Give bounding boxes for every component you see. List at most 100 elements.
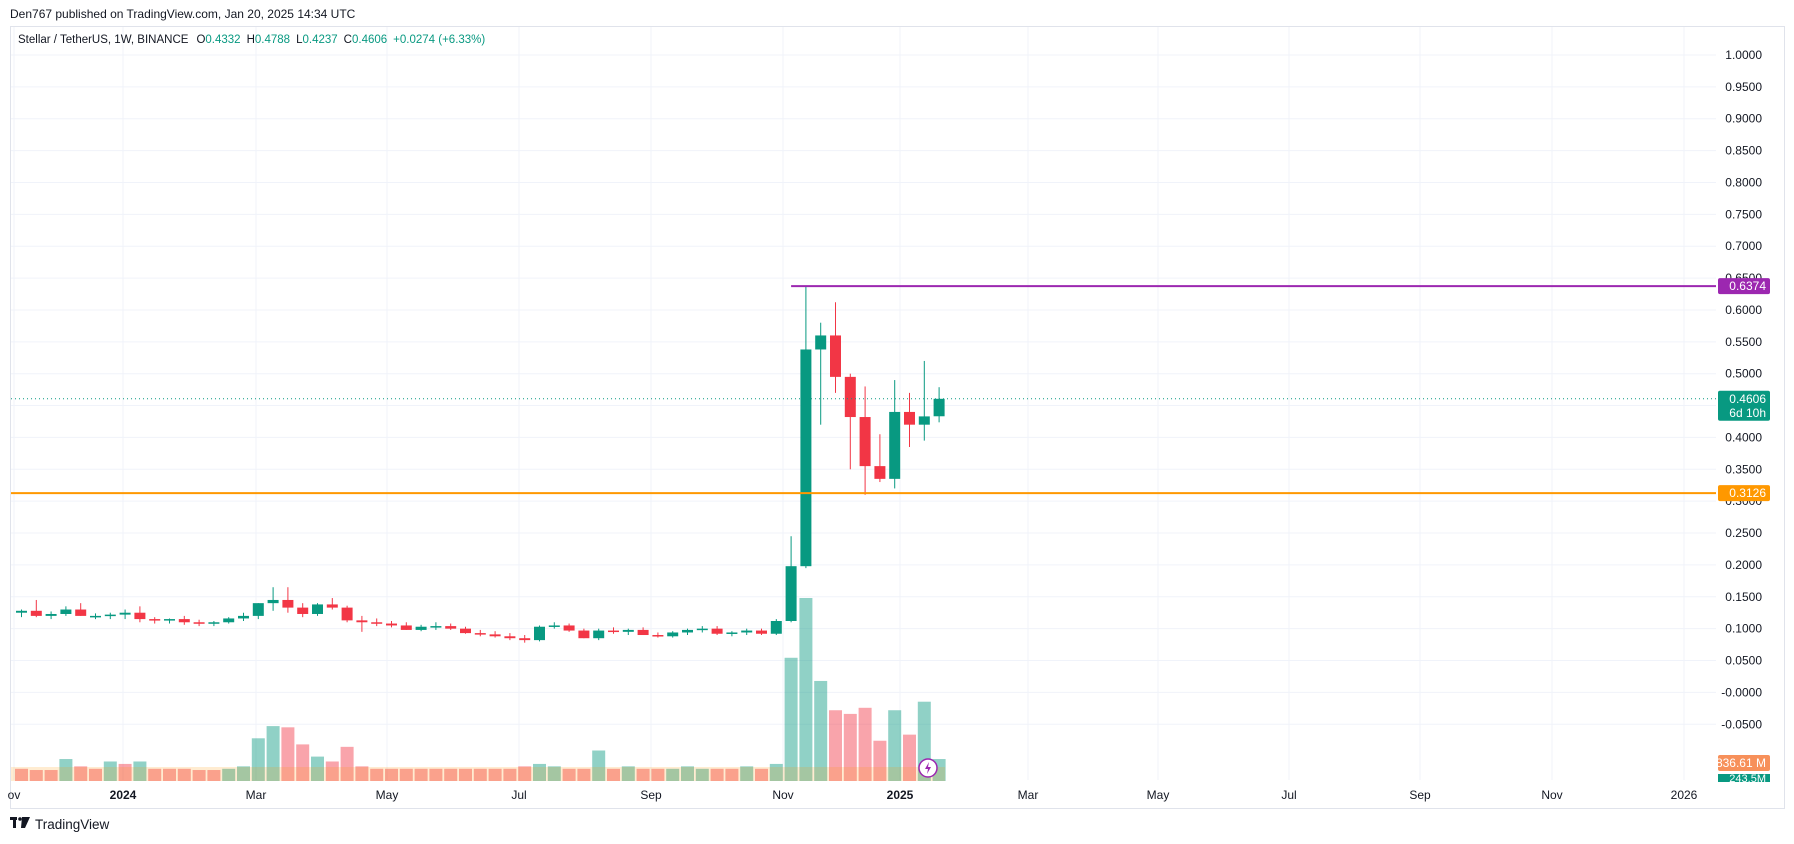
volume-bar — [266, 726, 280, 781]
price-tick-label: 0.1000 — [1725, 622, 1762, 636]
price-tick-label: 0.8500 — [1725, 144, 1762, 158]
volume-bar — [29, 770, 43, 781]
volume-bar — [858, 707, 872, 781]
candle-body — [267, 599, 279, 604]
levels — [11, 285, 1716, 495]
volume-bar — [251, 738, 265, 781]
volume-bar — [207, 770, 221, 781]
candle-body — [326, 604, 338, 608]
time-tick-label: Mar — [1018, 788, 1039, 802]
time-tick-label: Sep — [640, 788, 662, 802]
price-tick-label: 0.0500 — [1725, 654, 1762, 668]
volume-bar — [710, 768, 724, 781]
candle-body — [178, 619, 190, 623]
candle-body — [844, 376, 856, 418]
volume-bar — [533, 763, 546, 781]
high-value: 0.4788 — [254, 34, 291, 46]
candle-body — [785, 566, 797, 621]
volume-ma-area — [11, 767, 946, 781]
volume-bar — [651, 768, 665, 781]
candle-body — [75, 609, 87, 616]
candle-body — [297, 607, 309, 614]
lightning-bolt — [925, 762, 931, 774]
volume-bar — [192, 770, 206, 781]
candle-body — [652, 635, 664, 637]
current-price-badge-text: 0.4606 — [1729, 392, 1766, 406]
candle-body — [889, 411, 901, 479]
candle-body — [119, 612, 131, 615]
volume-bar — [222, 768, 236, 781]
close-label: C — [343, 34, 352, 46]
candle-body — [460, 628, 471, 634]
candle-body — [445, 626, 457, 629]
time-tick-label: 2024 — [110, 788, 137, 802]
publish-info: Den767 published on TradingView.com, Jan… — [10, 7, 356, 21]
volume-bar — [769, 763, 783, 781]
volume-badge — [1718, 755, 1770, 771]
price-tick-label: 0.6000 — [1725, 303, 1762, 317]
volume-badge-text: 836.61 M — [1716, 756, 1766, 770]
volume-bar — [784, 657, 798, 781]
volume-bar — [133, 761, 147, 781]
volume-bar — [177, 768, 191, 781]
volume-bar — [444, 768, 458, 781]
price-tick-label: -0.0500 — [1721, 717, 1762, 731]
volume-bar — [59, 759, 73, 781]
support-badge-text: 0.3126 — [1729, 486, 1766, 500]
candle-body — [356, 620, 368, 623]
price-tick-label: 0.4000 — [1725, 430, 1762, 444]
volume-bar — [755, 768, 768, 781]
candle-body — [726, 632, 738, 634]
candle-body — [282, 599, 294, 608]
resistance-badge-text: 0.6374 — [1729, 279, 1766, 293]
time-tick-label: Nov — [772, 788, 793, 802]
price-tick-label: -0.0000 — [1721, 685, 1762, 699]
grid — [11, 27, 1716, 780]
volume-bar — [118, 763, 132, 781]
candle-body — [815, 335, 827, 350]
candle-body — [904, 411, 915, 425]
symbol-name[interactable]: Stellar / TetherUS, 1W, BINANCE — [18, 34, 189, 46]
volume-bar — [488, 768, 502, 781]
candle-body — [341, 607, 353, 621]
footer-brand[interactable]: TradingView — [10, 817, 109, 832]
price-tick-label: 0.5000 — [1725, 367, 1762, 381]
candle-body — [874, 466, 886, 479]
candle-body — [741, 630, 753, 633]
volume-bar — [15, 768, 28, 781]
volume-bar — [148, 768, 162, 781]
current-price-badge-text: 6d 10h — [1729, 406, 1766, 420]
volume-bar — [607, 768, 620, 781]
candle-body — [711, 628, 723, 634]
volume-bars — [11, 598, 946, 781]
candle-body — [578, 630, 590, 639]
candle-body — [830, 335, 841, 377]
price-tick-label: 0.1500 — [1725, 590, 1762, 604]
time-tick-label: May — [1147, 788, 1170, 802]
candle-body — [208, 622, 220, 624]
candle-body — [770, 620, 782, 634]
price-tick-label: 1.0000 — [1725, 48, 1762, 62]
high-label: H — [246, 34, 255, 46]
candle-body — [474, 633, 486, 635]
time-tick-label: ov — [8, 788, 21, 802]
volume-bar — [621, 766, 635, 781]
support-badge — [1718, 485, 1770, 502]
volume-bar — [873, 740, 887, 781]
volume-bar — [843, 713, 857, 781]
price-tick-label: 0.2500 — [1725, 526, 1762, 540]
volume-bar — [562, 768, 576, 781]
volume-bar — [577, 768, 591, 781]
volume-bar — [281, 727, 295, 781]
tradingview-logo-icon — [10, 817, 30, 832]
volume-bar — [89, 768, 102, 781]
volume-bar — [888, 710, 902, 781]
candle-body — [800, 349, 812, 567]
symbol-legend: Stellar / TetherUS, 1W, BINANCE O 0.4332 … — [18, 34, 491, 46]
change-value: +0.0274 (+6.33%) — [393, 34, 486, 46]
volume-bar — [237, 766, 250, 781]
price-tick-label: 0.5500 — [1725, 335, 1762, 349]
volume-bar — [725, 768, 739, 781]
